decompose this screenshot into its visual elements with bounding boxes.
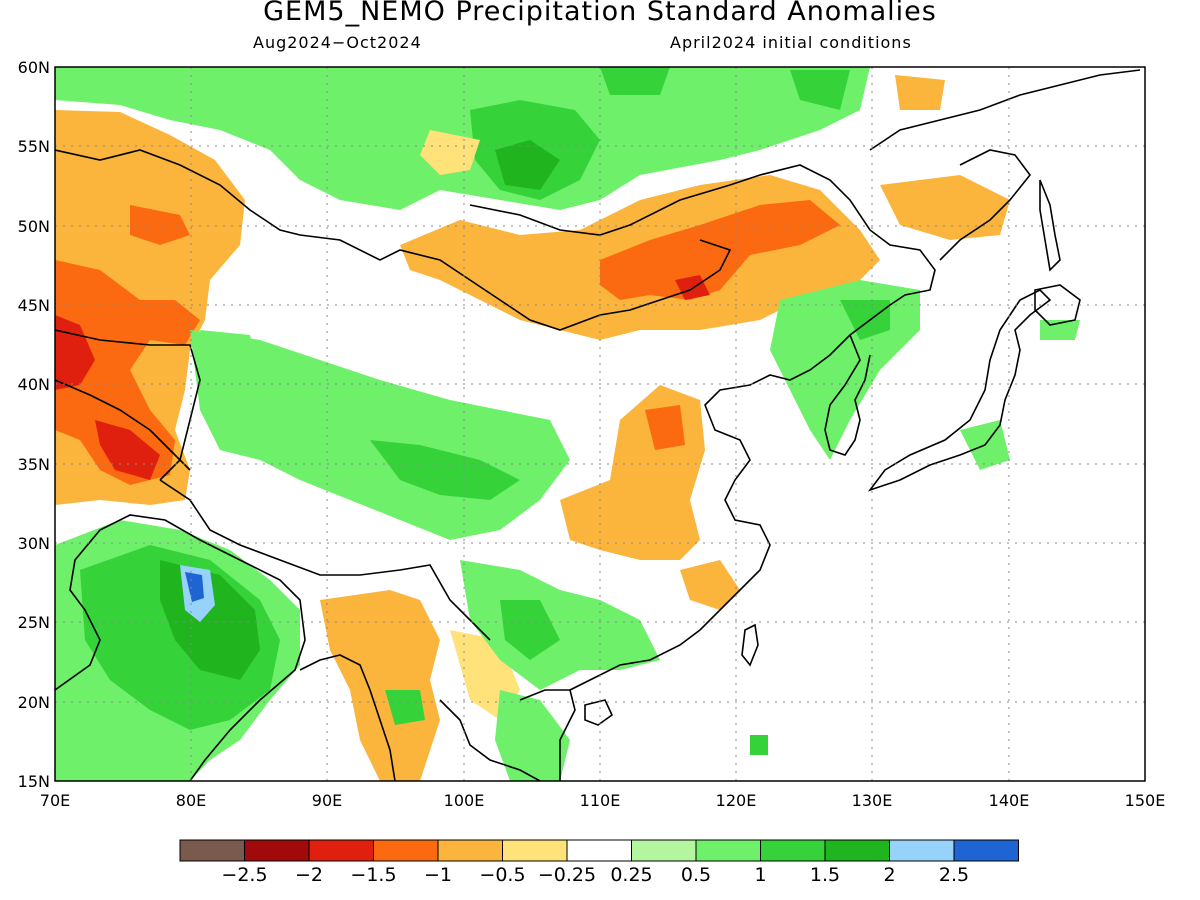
lat-label: 45N: [18, 296, 50, 315]
anomaly-china-neg: [560, 385, 705, 560]
anomaly-phil-pos: [750, 735, 768, 755]
anomaly-west-neg5: [130, 205, 190, 245]
colorbar-swatch: [760, 839, 826, 862]
anomaly-northeast-pos: [790, 70, 850, 110]
lon-label: 130E: [852, 791, 893, 810]
colorbar-swatch: [953, 839, 1019, 862]
lat-label: 35N: [18, 455, 50, 474]
colorbar: −2.5 −2 −1.5 −1 −0.5 −0.25 0.25 0.5 1 1.5 2 2.5: [179, 839, 1019, 886]
lon-label: 80E: [176, 791, 206, 810]
indochina-coastline: [439, 689, 576, 781]
colorbar-swatch: [373, 839, 439, 862]
lat-label: 40N: [18, 375, 50, 394]
forecast-period: Aug2024−Oct2024: [253, 33, 422, 52]
colorbar-swatch: [566, 839, 632, 862]
lat-label: 50N: [18, 217, 50, 236]
lon-label: 100E: [444, 791, 485, 810]
colorbar-tick-label: −0.5: [479, 864, 525, 886]
lon-label: 110E: [580, 791, 621, 810]
anomaly-china-neg2: [645, 405, 685, 450]
map-title: GEM5_NEMO Precipitation Standard Anomali…: [263, 0, 937, 27]
colorbar-tick-label: −2.5: [221, 864, 267, 886]
taiwan-coastline: [741, 623, 759, 667]
hainan-coastline: [584, 699, 614, 726]
anomaly-sechina-neg: [680, 560, 740, 610]
colorbar-tick-label: 0.5: [681, 864, 711, 886]
lat-axis: 60N 55N 50N 45N 40N 35N 30N 25N 20N 15N: [18, 58, 50, 791]
coastlines: [55, 69, 1141, 781]
lat-label: 20N: [18, 693, 50, 712]
lon-label: 90E: [312, 791, 342, 810]
hokkaido-coastline: [1034, 284, 1081, 326]
lat-label: 25N: [18, 613, 50, 632]
colorbar-tick-label: 2: [883, 864, 895, 886]
anomaly-west-neg3: [55, 315, 95, 390]
colorbar-tick-label: 1.5: [810, 864, 840, 886]
mongolia-border: [299, 234, 732, 331]
anomaly-schina-pos: [460, 560, 660, 690]
anomaly-tibet-pos2: [370, 440, 520, 500]
colorbar-tick-label: 1: [754, 864, 766, 886]
initial-conditions: April2024 initial conditions: [670, 33, 912, 52]
anomaly-korea-pos2: [840, 300, 890, 340]
lon-axis: 70E 80E 90E 100E 110E 120E 130E 140E 150…: [40, 791, 1166, 810]
lon-label: 140E: [989, 791, 1030, 810]
bay-of-bengal-coastline: [299, 654, 396, 781]
anomaly-indochina-pos: [495, 690, 570, 781]
graticule: [55, 67, 1145, 781]
anomaly-kaz-pos: [200, 330, 260, 380]
anomaly-ne-neg: [895, 75, 945, 110]
lon-label: 70E: [40, 791, 70, 810]
colorbar-swatch: [179, 839, 245, 862]
himalaya-border: [159, 479, 491, 641]
anomaly-field: [55, 67, 1080, 781]
colorbar-swatch: [308, 839, 374, 862]
sakhalin-coastline: [1039, 179, 1061, 272]
central-asia-border: [55, 379, 191, 471]
colorbar-tick-label: −2: [295, 864, 323, 886]
anomaly-mongolia-neg2: [600, 200, 840, 300]
colorbar-swatch: [437, 839, 503, 862]
russia-coastline: [869, 69, 1141, 261]
kazakhstan-border: [55, 149, 301, 481]
korea-coastline: [824, 334, 871, 456]
colorbar-swatch: [502, 839, 568, 862]
colorbar-swatch: [889, 839, 955, 862]
lat-label: 60N: [18, 58, 50, 77]
anomaly-schina-pos2: [500, 600, 560, 660]
colorbar-swatch: [824, 839, 890, 862]
colorbar-tick-label: 0.25: [610, 864, 652, 886]
lat-label: 55N: [18, 137, 50, 156]
china-coastline: [469, 164, 936, 691]
anomaly-india-db: [185, 572, 204, 602]
anomaly-indochina-neg: [320, 590, 440, 781]
anomaly-nemongolia-neg: [880, 175, 1010, 240]
lon-label: 120E: [716, 791, 757, 810]
colorbar-tick-label: 2.5: [939, 864, 969, 886]
colorbar-tick-label: −1: [424, 864, 452, 886]
lat-label: 30N: [18, 534, 50, 553]
anomaly-west-neg4: [95, 420, 160, 480]
anomaly-west-neg2: [55, 260, 200, 485]
colorbar-swatch: [244, 839, 310, 862]
anomaly-north-pos: [600, 67, 670, 95]
lat-label: 15N: [18, 772, 50, 791]
anomaly-bay-pos: [385, 690, 425, 725]
colorbar-swatch: [631, 839, 697, 862]
lon-label: 150E: [1125, 791, 1166, 810]
anomaly-sib-neg: [420, 130, 480, 175]
india-coastline: [55, 514, 306, 781]
japan-coastline: [867, 289, 1052, 492]
colorbar-swatch: [695, 839, 761, 862]
anomaly-baikal-pos2: [495, 140, 560, 190]
colorbar-tick-label: −0.25: [538, 864, 596, 886]
map-frame: [54, 66, 1146, 782]
colorbar-tick-label: −1.5: [350, 864, 396, 886]
